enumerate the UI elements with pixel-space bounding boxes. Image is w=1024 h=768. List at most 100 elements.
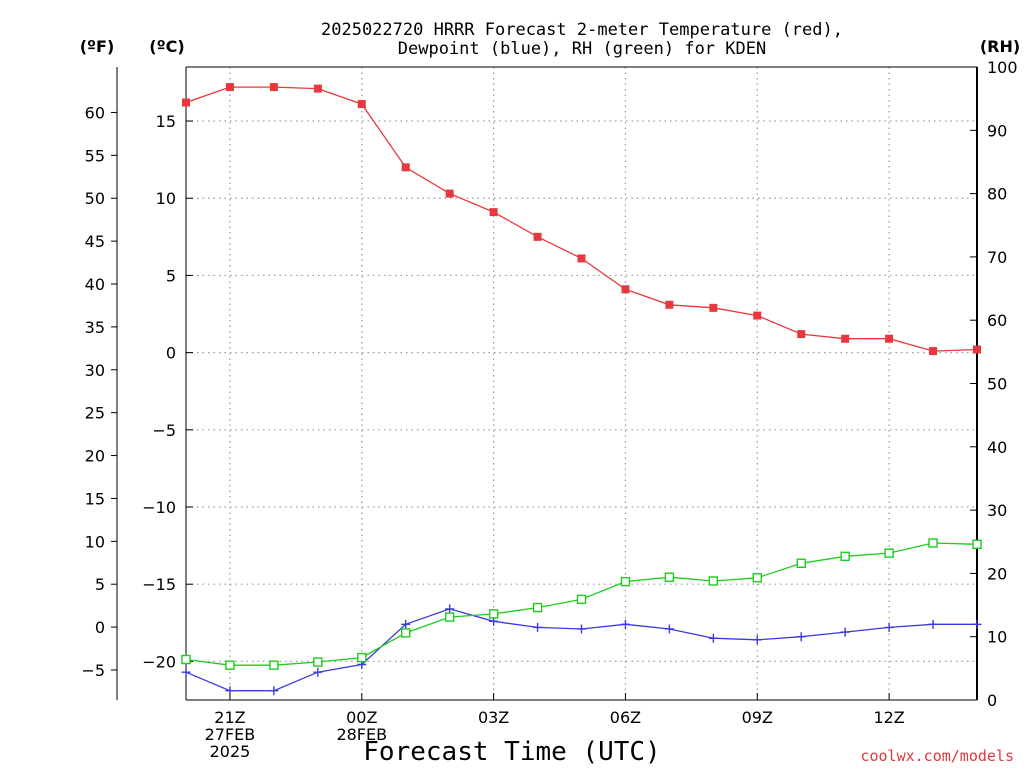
celsius-tick-label: 0	[166, 344, 176, 363]
celsius-tick-label: 10	[156, 189, 176, 208]
x-tick-label: 12Z	[873, 708, 904, 727]
dewpoint-point	[445, 604, 455, 614]
fahrenheit-tick-label: 10	[85, 532, 105, 551]
dewpoint-point	[577, 624, 586, 634]
rh-point	[269, 660, 279, 670]
rh-tick-label: 80	[987, 185, 1007, 204]
series-layer	[181, 83, 982, 696]
chart-title-line-1: 2025022720 HRRR Forecast 2-meter Tempera…	[321, 20, 843, 40]
dewpoint-point	[533, 622, 543, 632]
credit-label: coolwx.com/models	[860, 747, 1014, 765]
rh-point	[313, 657, 323, 667]
grid-layer	[186, 67, 977, 700]
rh-point	[884, 548, 894, 558]
rh-point	[972, 539, 982, 549]
dewpoint-point	[840, 627, 850, 637]
rh-tick-label: 100	[987, 58, 1018, 77]
temperature-point	[401, 163, 410, 172]
dewpoint-point	[181, 667, 191, 677]
tick-label-layer: 151050−5−10−15−2060555045403530252015105…	[81, 58, 1017, 761]
rh-unit-label: (RH)	[980, 37, 1020, 56]
temperature-point	[753, 311, 762, 320]
rh-point	[620, 576, 631, 587]
fahrenheit-tick-label: 60	[85, 103, 105, 122]
x-tick-label: 03Z	[478, 708, 509, 727]
rh-point	[796, 558, 806, 568]
temperature-point	[533, 232, 542, 241]
rh-point	[840, 551, 850, 562]
temperature-point	[973, 345, 981, 354]
rh-point	[664, 572, 675, 582]
celsius-tick-label: 15	[156, 112, 176, 131]
rh-tick-label: 40	[987, 438, 1007, 457]
fahrenheit-tick-label: 50	[85, 189, 105, 208]
fahrenheit-tick-label: 25	[85, 404, 105, 423]
rh-point	[444, 612, 455, 622]
rh-tick-label: 50	[987, 375, 1007, 394]
rh-point	[708, 576, 719, 586]
dewpoint-point	[313, 667, 323, 677]
dewpoint-point	[225, 686, 235, 696]
fahrenheit-unit-label: (ºF)	[80, 37, 115, 56]
rh-point	[488, 609, 499, 619]
dewpoint-point	[401, 619, 411, 629]
x-tick-label: 27FEB	[205, 725, 256, 744]
rh-point	[225, 660, 235, 670]
temperature-point	[445, 189, 454, 198]
fahrenheit-tick-label: 45	[85, 232, 105, 251]
temperature-point	[929, 347, 938, 356]
x-tick-label: 2025	[210, 742, 251, 761]
fahrenheit-tick-label: 35	[85, 318, 105, 337]
rh-tick-label: 90	[987, 121, 1007, 140]
dewpoint-point	[928, 619, 938, 629]
temperature-point	[357, 100, 366, 109]
dewpoint-point	[664, 624, 674, 634]
temperature-point	[182, 98, 190, 107]
celsius-tick-label: −15	[142, 575, 176, 594]
temperature-point	[709, 303, 718, 312]
fahrenheit-tick-label: 20	[85, 447, 105, 466]
fahrenheit-tick-label: 0	[95, 618, 105, 637]
rh-tick-label: 60	[987, 311, 1007, 330]
celsius-unit-label: (ºC)	[149, 37, 184, 56]
rh-tick-label: 20	[987, 564, 1007, 583]
temperature-point	[665, 300, 674, 309]
rh-point	[752, 573, 762, 583]
fahrenheit-tick-label: 30	[85, 361, 105, 380]
temperature-point	[313, 84, 322, 93]
celsius-tick-label: −10	[142, 498, 176, 517]
x-tick-label: 09Z	[742, 708, 773, 727]
x-tick-label: 28FEB	[336, 725, 387, 744]
rh-tick-label: 0	[987, 691, 997, 710]
rh-point	[928, 538, 938, 548]
fahrenheit-tick-label: 55	[85, 146, 105, 165]
dewpoint-point	[884, 622, 894, 632]
temperature-point	[489, 208, 498, 217]
celsius-tick-label: 5	[166, 266, 176, 285]
temperature-point	[577, 254, 586, 263]
axes-layer	[111, 66, 978, 701]
rh-point	[181, 654, 191, 665]
fahrenheit-tick-label: 40	[85, 275, 105, 294]
x-tick-label: 21Z	[214, 708, 245, 727]
rh-point	[532, 602, 543, 613]
fahrenheit-tick-label: −5	[81, 661, 105, 680]
dewpoint-point	[796, 632, 806, 642]
dewpoint-point	[620, 619, 630, 629]
x-tick-label: 06Z	[610, 708, 641, 727]
rh-point	[576, 594, 587, 605]
dewpoint-point	[972, 619, 982, 629]
x-axis-title: Forecast Time (UTC)	[363, 737, 660, 767]
temperature-point	[621, 285, 630, 294]
temperature-point	[797, 330, 806, 339]
dewpoint-point	[752, 635, 762, 645]
dewpoint-point	[269, 686, 279, 696]
temperature-point	[885, 334, 894, 343]
celsius-tick-label: −20	[142, 652, 176, 671]
fahrenheit-tick-label: 5	[95, 575, 105, 594]
rh-tick-label: 70	[987, 248, 1007, 267]
rh-point	[357, 652, 367, 663]
dewpoint-point	[708, 633, 718, 643]
